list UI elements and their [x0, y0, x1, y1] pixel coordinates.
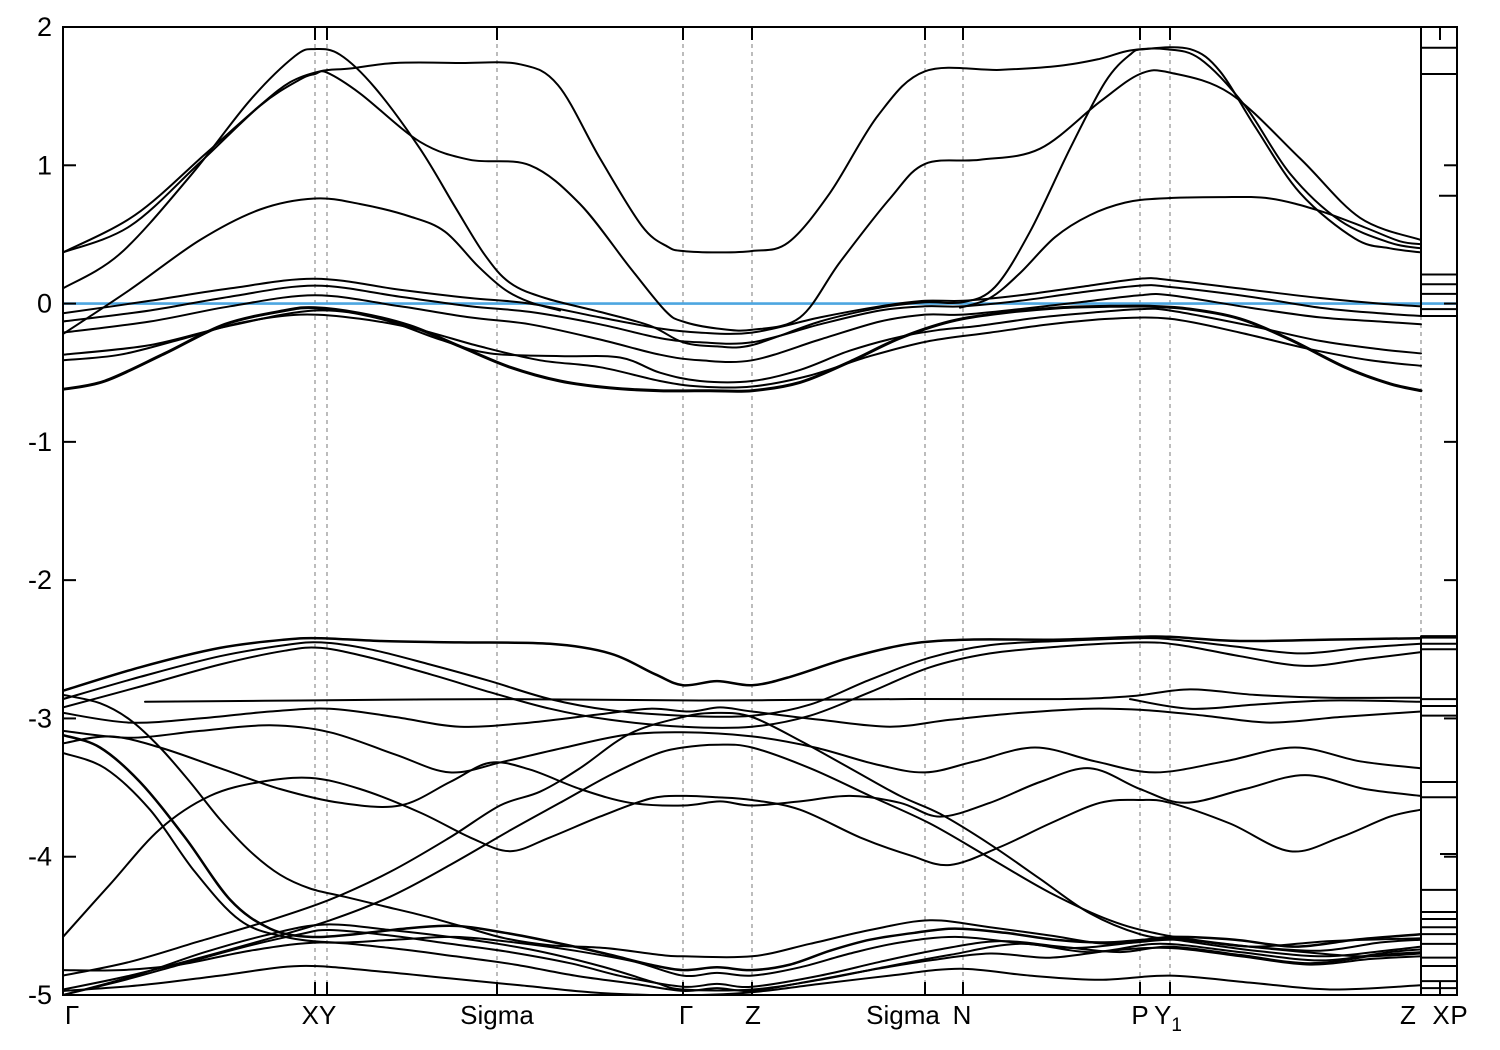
x-axis-label: Sigma — [460, 1000, 534, 1030]
x-axis-label: Y1 — [1154, 1000, 1182, 1036]
y-axis-label: -1 — [28, 427, 52, 457]
x-axis-label: N — [953, 1000, 972, 1030]
band-16 — [1129, 698, 1422, 710]
y-axis-label: -2 — [28, 565, 52, 595]
y-axis-label: 0 — [37, 289, 52, 319]
band-1 — [63, 69, 1422, 332]
band-19 — [63, 735, 1422, 818]
band-9 — [63, 307, 1422, 384]
x-axis-label: Γ — [679, 1000, 693, 1030]
band-23 — [63, 711, 1422, 977]
band-5 — [959, 195, 1422, 309]
band-12 — [63, 635, 1423, 693]
x-axis-label: Z — [745, 1000, 761, 1030]
x-axis-label: XY — [302, 1000, 337, 1030]
band-6 — [63, 277, 1422, 335]
band-27 — [63, 928, 1422, 995]
band-4 — [63, 197, 561, 335]
x-axis-label: Γ — [65, 1000, 79, 1030]
band-7 — [63, 284, 1422, 345]
band-28 — [63, 923, 1422, 995]
band-22 — [63, 776, 1422, 938]
band-26 — [63, 964, 1422, 995]
band-10 — [63, 304, 1423, 393]
band-17 — [63, 706, 1422, 728]
band-14 — [63, 641, 1422, 729]
band-18 — [63, 724, 1422, 774]
band-11 — [63, 313, 1422, 389]
y-axis-label: 1 — [37, 150, 52, 180]
y-axis-label: -4 — [28, 842, 52, 872]
bands-group — [63, 27, 1457, 995]
y-axis-label: -5 — [28, 980, 52, 1010]
band-15 — [144, 688, 1422, 703]
band-24 — [63, 743, 1422, 991]
band-25 — [63, 941, 1422, 993]
band-2 — [63, 46, 1422, 349]
band-29 — [63, 693, 1422, 959]
y-axis-label: 2 — [37, 12, 52, 42]
x-axis-label: P — [1131, 1000, 1148, 1030]
x-axis-label: Sigma — [866, 1000, 940, 1030]
band-3 — [63, 47, 1422, 254]
y-axis-label: -3 — [28, 703, 52, 733]
x-axis-label-subscript: 1 — [1171, 1015, 1182, 1036]
x-axis-label: X — [1432, 1000, 1449, 1030]
x-axis-label: P — [1450, 1000, 1467, 1030]
plot-border — [62, 26, 1458, 996]
band-8 — [63, 293, 1422, 364]
band-13 — [63, 637, 1422, 718]
x-axis-label: Z — [1400, 1000, 1416, 1030]
